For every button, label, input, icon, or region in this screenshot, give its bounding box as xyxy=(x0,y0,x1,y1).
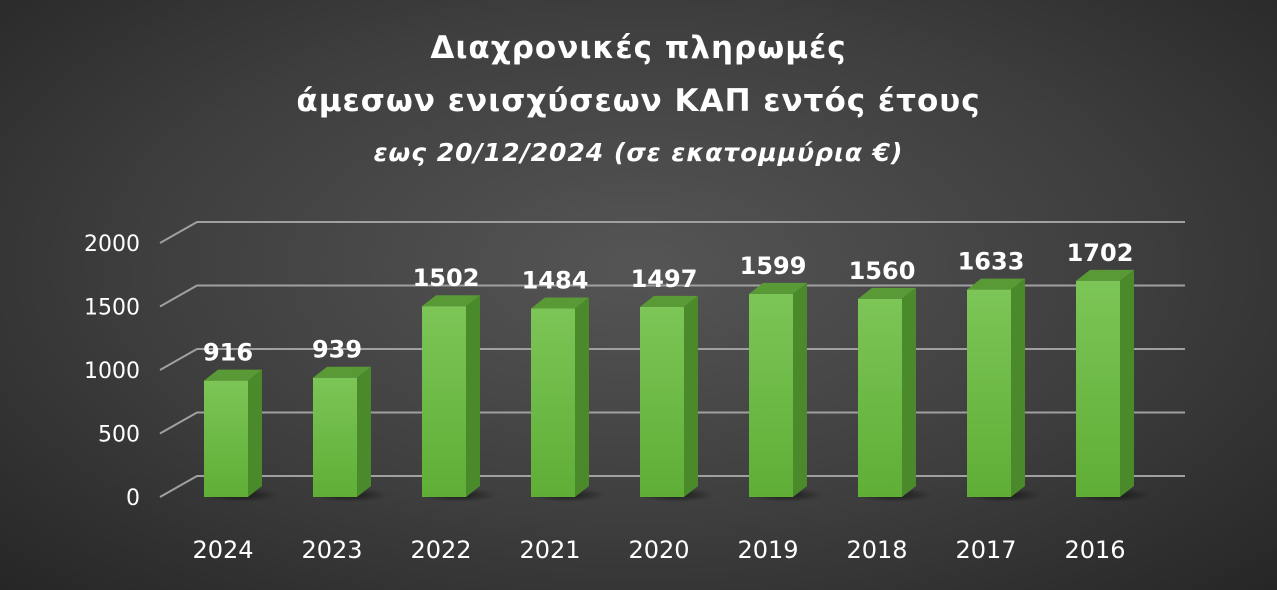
bar xyxy=(422,306,466,497)
data-label: 1560 xyxy=(849,257,916,285)
bar-top xyxy=(313,366,371,378)
x-tick-label: 2018 xyxy=(846,536,907,564)
bar xyxy=(967,289,1011,497)
bar-side xyxy=(902,287,916,497)
y-tick-label: 500 xyxy=(98,423,140,448)
gridline xyxy=(159,411,1185,435)
y-tick-label: 1500 xyxy=(84,296,140,321)
chart-title: Διαχρονικές πληρωμές xyxy=(430,30,847,66)
x-tick-label: 2023 xyxy=(301,536,362,564)
bar-side xyxy=(1011,278,1025,497)
bar-top xyxy=(967,278,1025,290)
gridline xyxy=(159,221,1185,244)
bar-side xyxy=(684,295,698,497)
bar xyxy=(858,298,902,497)
gridline xyxy=(159,348,1185,371)
x-tick-label: 2024 xyxy=(192,536,253,564)
bar-top xyxy=(531,297,589,309)
chart-subtitle: εως 20/12/2024 (σε εκατομμύρια €) xyxy=(373,138,904,167)
x-tick-label: 2020 xyxy=(628,536,689,564)
x-tick-label: 2022 xyxy=(410,536,471,564)
bar xyxy=(531,308,575,497)
y-tick-label: 0 xyxy=(126,486,140,511)
bar-side xyxy=(248,369,262,497)
bar-top xyxy=(749,282,807,294)
bar-side xyxy=(466,295,480,497)
x-tick-label: 2019 xyxy=(737,536,798,564)
data-label: 1599 xyxy=(740,252,807,280)
data-label: 1502 xyxy=(413,264,480,292)
bar-top xyxy=(858,287,916,299)
bar-side xyxy=(793,282,807,497)
bar xyxy=(204,380,248,497)
x-tick-label: 2017 xyxy=(955,536,1016,564)
bar-top xyxy=(1076,269,1134,281)
data-label: 1484 xyxy=(522,267,589,295)
bar xyxy=(640,306,684,497)
bar-side xyxy=(357,366,371,497)
bar-top xyxy=(204,369,262,381)
gridline xyxy=(159,284,1185,308)
data-label: 939 xyxy=(312,336,362,364)
bar-side xyxy=(575,297,589,497)
bar-top xyxy=(422,295,480,307)
x-tick-label: 2016 xyxy=(1064,536,1125,564)
bar-top xyxy=(640,295,698,307)
bar xyxy=(749,293,793,497)
gridline xyxy=(159,475,1185,498)
bar-side xyxy=(1120,269,1134,497)
y-tick-label: 2000 xyxy=(84,232,140,257)
bar xyxy=(1076,280,1120,497)
data-label: 1702 xyxy=(1067,239,1134,267)
data-label: 1497 xyxy=(631,265,698,293)
y-tick-label: 1000 xyxy=(84,359,140,384)
x-tick-label: 2021 xyxy=(519,536,580,564)
data-label: 916 xyxy=(203,339,253,367)
chart-title-line2: άμεσων ενισχύσεων ΚΑΠ εντός έτους xyxy=(296,83,981,119)
bar xyxy=(313,377,357,497)
data-label: 1633 xyxy=(958,248,1025,276)
